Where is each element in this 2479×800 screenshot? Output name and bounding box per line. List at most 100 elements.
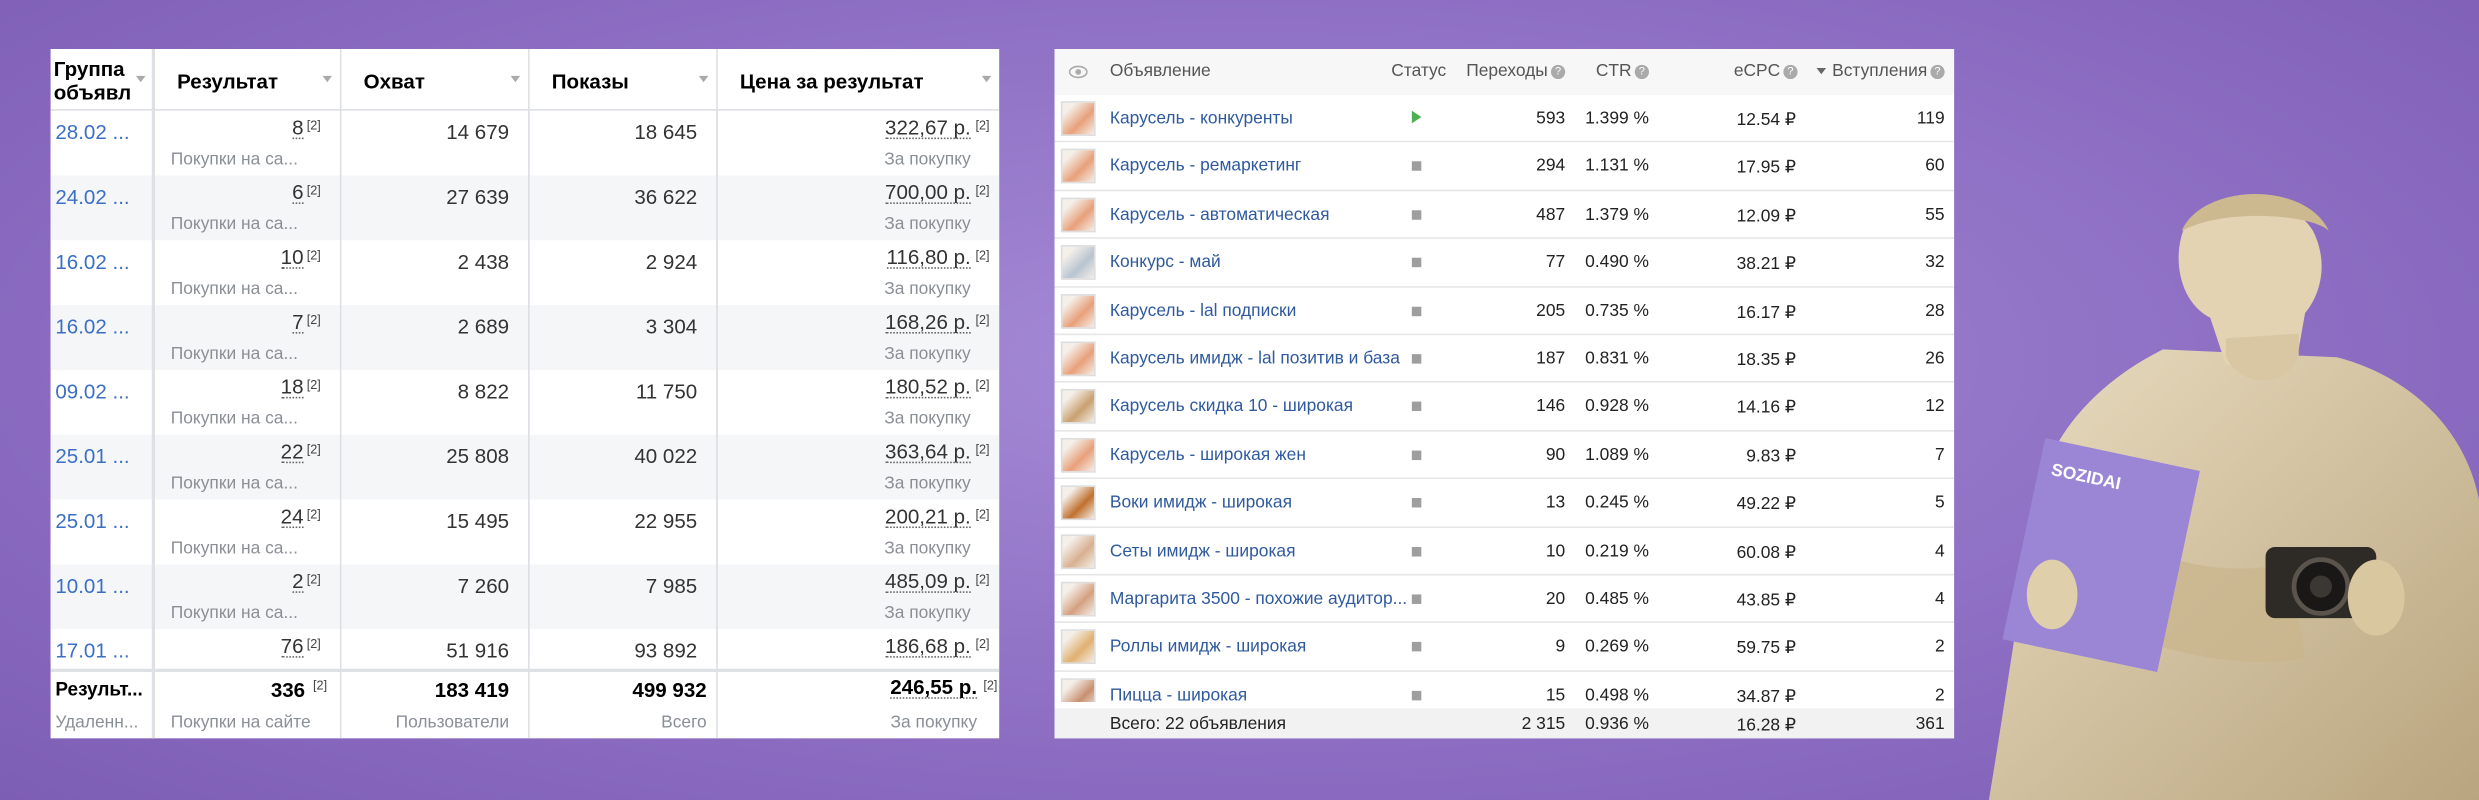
ctr-value: 0.269 % — [1585, 637, 1649, 657]
table-row: Карусель - конкуренты 593 1.399 % 12.54 ₽ 11… — [1054, 95, 1955, 143]
group-link[interactable]: 09.02 ... — [55, 379, 130, 404]
eye-icon — [1068, 65, 1088, 79]
result-desc: Покупки на са... — [170, 474, 298, 494]
right-table-body: Карусель - конкуренты 593 1.399 % 12.54 ₽ 11… — [1054, 95, 1955, 702]
camera-glass — [2309, 575, 2332, 598]
status-icon — [1411, 498, 1422, 508]
statue-illustration: SOZIDAI — [1988, 194, 2479, 800]
sort-arrow — [981, 75, 992, 83]
help-icon[interactable]: ? — [1634, 64, 1649, 80]
price-desc: За покупку — [884, 279, 971, 299]
ctr-value: 1.131 % — [1585, 157, 1649, 177]
footer-price-desc: За покупку — [890, 713, 978, 733]
column-header[interactable]: Показы — [551, 69, 629, 94]
footer-ecpc: 16.28 ₽ — [1736, 716, 1797, 736]
price-desc: За покупку — [884, 409, 971, 429]
clicks-value: 146 — [1536, 397, 1566, 417]
status-icon — [1411, 402, 1422, 412]
price-value: 200,21 р. — [885, 504, 971, 529]
help-icon[interactable]: ? — [1930, 64, 1945, 80]
column-header[interactable]: eCPC? — [1734, 62, 1798, 81]
group-link[interactable]: 24.02 ... — [55, 184, 130, 209]
joins-value: 119 — [1916, 109, 1945, 129]
result-value: 7 — [292, 309, 304, 334]
ecpc-value: 16.17 ₽ — [1736, 302, 1797, 322]
left-table-body: 28.02 ... 8 [2] Покупки на са... 14 679 18 64… — [50, 110, 1000, 663]
group-link[interactable]: 25.01 ... — [55, 444, 130, 468]
impressions-value: 11 750 — [635, 379, 698, 404]
price-note: [2] — [975, 507, 990, 522]
ad-thumbnail — [1060, 437, 1096, 473]
table-row: Роллы имидж - широкая 9 0.269 % 59.75 ₽ 2 — [1054, 624, 1955, 672]
table-row: 09.02 ... 18 [2] Покупки на са... 8 822 11 75… — [50, 369, 1000, 435]
clicks-value: 187 — [1536, 349, 1566, 369]
ecpc-value: 9.83 ₽ — [1746, 447, 1797, 467]
column-header[interactable]: Статус — [1391, 62, 1446, 81]
result-value: 22 — [280, 439, 304, 464]
ad-name[interactable]: Пицца - широкая — [1109, 685, 1248, 702]
ad-name[interactable]: Конкурс - май — [1109, 253, 1221, 273]
impressions-value: 93 892 — [634, 638, 698, 663]
column-header[interactable]: CTR? — [1596, 62, 1649, 81]
ecpc-value: 14.16 ₽ — [1736, 399, 1797, 419]
ad-name[interactable]: Карусель скидка 10 - широкая — [1109, 397, 1354, 417]
ctr-value: 0.485 % — [1585, 589, 1649, 609]
ecpc-value: 49.22 ₽ — [1736, 495, 1797, 515]
impressions-value: 3 304 — [645, 314, 698, 339]
ad-thumbnail — [1060, 245, 1096, 281]
help-icon[interactable]: ? — [1550, 64, 1566, 80]
ad-name[interactable]: Сеты имидж - широкая — [1109, 541, 1296, 561]
price-note: [2] — [975, 442, 990, 457]
footer-impressions-desc: Всего — [661, 713, 707, 733]
column-divider — [339, 49, 342, 739]
result-desc: Покупки на са... — [170, 215, 298, 234]
ad-name[interactable]: Карусель имидж - lal позитив и база — [1109, 349, 1400, 369]
right-table: Карусель - конкуренты 593 1.399 % 12.54 ₽ 11… — [1054, 49, 1955, 739]
ad-thumbnail — [1060, 389, 1096, 425]
price-note: [2] — [975, 313, 990, 328]
joins-value: 4 — [1934, 589, 1945, 609]
price-value: 186,68 р. — [885, 633, 971, 658]
group-link[interactable]: 16.02 ... — [55, 314, 130, 339]
column-header[interactable]: Охват — [363, 69, 425, 94]
result-value: 76 — [280, 633, 304, 658]
price-value: 168,26 р. — [885, 309, 971, 334]
ad-name[interactable]: Карусель - конкуренты — [1109, 109, 1293, 129]
ad-thumbnail — [1060, 677, 1096, 702]
table-row: Маргарита 3500 - похожие аудитор... 20 0.4… — [1054, 575, 1955, 624]
help-icon[interactable]: ? — [1783, 64, 1798, 80]
footer-price: 246,55 р. — [890, 675, 978, 699]
header-text: Переходы — [1466, 61, 1548, 81]
group-link[interactable]: 17.01 ... — [55, 638, 130, 663]
joins-value: 5 — [1934, 493, 1945, 513]
ad-name[interactable]: Роллы имидж - широкая — [1109, 637, 1307, 657]
ecpc-value: 18.35 ₽ — [1736, 350, 1797, 370]
column-header[interactable]: Объявление — [1110, 62, 1211, 81]
ad-thumbnail — [1060, 341, 1096, 377]
clicks-value: 205 — [1536, 301, 1566, 321]
column-header[interactable]: Вступления? — [1816, 62, 1945, 81]
ad-name[interactable]: Маргарита 3500 - похожие аудитор... — [1109, 589, 1408, 609]
column-header[interactable]: Переходы? — [1466, 61, 1566, 81]
clicks-value: 487 — [1536, 205, 1566, 225]
joins-value: 32 — [1925, 253, 1945, 273]
price-desc: За покупку — [884, 603, 971, 623]
price-note: [2] — [975, 637, 990, 652]
result-desc: Покупки на са... — [170, 409, 298, 429]
column-header[interactable]: Цена за результат — [739, 69, 924, 94]
clicks-value: 593 — [1536, 109, 1566, 129]
ctr-value: 1.379 % — [1585, 205, 1649, 225]
group-link[interactable]: 28.02 ... — [55, 120, 130, 144]
ad-name[interactable]: Карусель - автоматическая — [1109, 205, 1330, 225]
ad-name[interactable]: Карусель - ремаркетинг — [1109, 157, 1302, 177]
group-link[interactable]: 16.02 ... — [55, 249, 130, 274]
result-note: [2] — [306, 572, 321, 587]
ad-name[interactable]: Воки имидж - широкая — [1109, 493, 1293, 513]
group-link[interactable]: 25.01 ... — [55, 509, 130, 533]
column-header[interactable]: Группа объявл — [53, 56, 132, 105]
ad-name[interactable]: Карусель - широкая жен — [1109, 445, 1306, 465]
footer-clicks: 2 315 — [1521, 714, 1566, 734]
ad-name[interactable]: Карусель - lal подписки — [1109, 301, 1297, 321]
group-link[interactable]: 10.01 ... — [55, 573, 130, 598]
column-header[interactable]: Результат — [177, 69, 279, 94]
